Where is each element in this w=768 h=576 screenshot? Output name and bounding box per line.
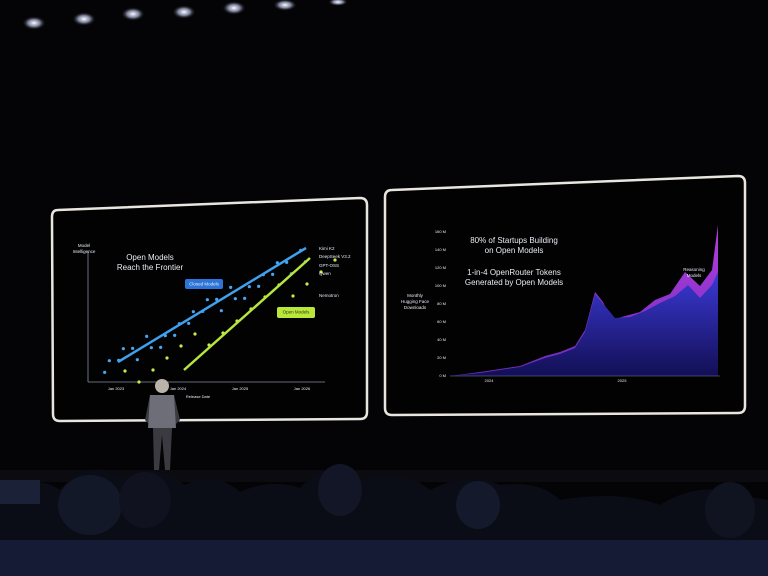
x-tick-label: Jan 2024: [170, 386, 187, 391]
y-axis-title: Monthly: [407, 293, 424, 298]
scatter-dot: [219, 309, 223, 313]
x-tick-label: 2024: [485, 378, 495, 383]
scatter-dot: [333, 258, 337, 262]
slide-subtitle: 1-in-4 OpenRouter Tokens: [467, 268, 561, 277]
scatter-dot: [165, 356, 169, 360]
y-axis-title: Model: [78, 243, 90, 248]
scatter-dot: [205, 298, 209, 302]
y-tick-label: 120 M: [435, 265, 446, 270]
y-tick-label: 60 M: [437, 319, 446, 324]
model-label: Kimi K2: [319, 246, 335, 251]
scatter-dot: [159, 345, 163, 349]
slide-subtitle: Generated by Open Models: [465, 278, 563, 287]
y-tick-label: 140 M: [435, 247, 446, 252]
scatter-dot: [191, 310, 195, 314]
x-axis-title: Release Date: [186, 394, 211, 399]
y-axis-title: Hugging Face: [401, 299, 430, 304]
scatter-dot: [215, 297, 219, 301]
slide-title: 80% of Startups Building: [470, 236, 558, 245]
y-tick-label: 80 M: [437, 301, 446, 306]
y-axis-title: Intelligence: [73, 249, 96, 254]
slide-title: Reach the Frontier: [117, 263, 184, 272]
model-label: Qwen: [319, 271, 331, 276]
model-label: DeepSeek V3.2: [319, 254, 351, 259]
y-tick-label: 100 M: [435, 283, 446, 288]
x-tick-label: Jan 2026: [294, 386, 311, 391]
y-tick-label: 0 M: [439, 373, 446, 378]
scatter-dot: [123, 369, 127, 373]
y-tick-label: 40 M: [437, 337, 446, 342]
spotlights: [22, 0, 348, 30]
scatter-dot: [145, 334, 149, 338]
scatter-dot: [233, 297, 237, 301]
annotation: Models: [687, 273, 702, 278]
scatter-dot: [137, 380, 141, 384]
scatter-dot: [107, 359, 111, 363]
scatter-dot: [103, 370, 107, 374]
scatter-dot: [229, 285, 233, 289]
slide-title: Open Models: [126, 253, 174, 262]
scatter-dot: [131, 346, 135, 350]
scatter-dot: [179, 344, 183, 348]
scatter-dot: [193, 332, 197, 336]
model-label: GPT-OSS: [319, 263, 339, 268]
scatter-dot: [121, 347, 125, 351]
audience: [0, 464, 768, 576]
scatter-dot: [151, 368, 155, 372]
scatter-dot: [305, 282, 309, 286]
model-label: Nemotron: [319, 293, 339, 298]
scatter-dot: [135, 358, 139, 362]
y-tick-label: 160 M: [435, 229, 446, 234]
scatter-dot: [243, 296, 247, 300]
right-screen: [383, 174, 747, 417]
presenter: [145, 379, 180, 470]
x-tick-label: Jan 2025: [232, 386, 249, 391]
annotation: Reasoning: [683, 267, 705, 272]
legend-closed: Closed Models: [189, 282, 220, 287]
slide-title: on Open Models: [485, 246, 544, 255]
scatter-dot: [247, 285, 251, 289]
scatter-dot: [187, 321, 191, 325]
x-tick-label: Jan 2023: [108, 386, 125, 391]
scatter-dot: [149, 346, 153, 350]
scatter-dot: [257, 284, 261, 288]
scatter-dot: [319, 270, 323, 274]
scatter-dot: [291, 294, 295, 298]
left-screen: [50, 196, 369, 423]
scatter-dot: [271, 272, 275, 276]
y-axis-title: Downloads: [404, 305, 427, 310]
x-tick-label: 2025: [618, 378, 628, 383]
legend-open: Open Models: [283, 310, 311, 315]
scatter-dot: [173, 333, 177, 337]
y-tick-label: 20 M: [437, 355, 446, 360]
